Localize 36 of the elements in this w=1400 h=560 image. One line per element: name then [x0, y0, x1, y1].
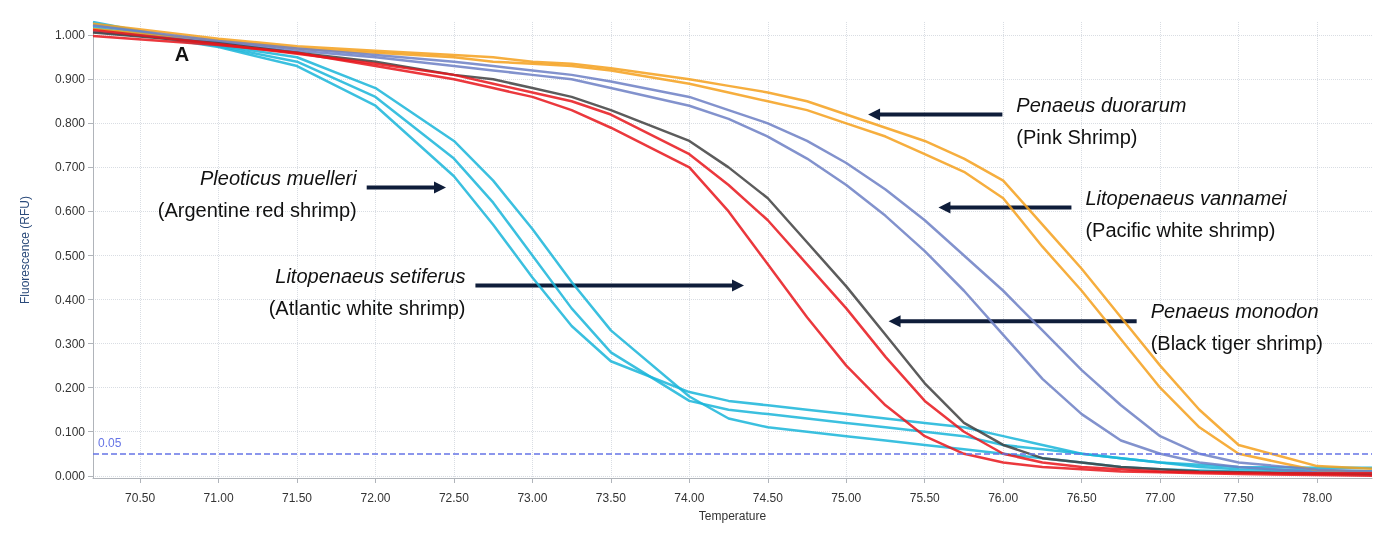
annotation: Litopenaeus setiferus (Atlantic white shrimp) — [268, 264, 466, 319]
x-tick-label: 75.50 — [909, 491, 941, 505]
annotation: Litopenaeus vannamei (Pacific white shrimp) — [1085, 186, 1288, 241]
x-tick-label: 76.00 — [988, 491, 1019, 505]
annotation: Penaeus monodon (Black tiger shrimp) — [1150, 300, 1323, 355]
y-axis-title: Fluorescence (RFU) — [18, 195, 32, 305]
y-tick-label: 0.800 — [54, 116, 86, 131]
x-tick-label: 74.00 — [674, 491, 705, 505]
y-tick-label: 0.700 — [54, 160, 86, 175]
ref-line-label: 0.05 — [98, 435, 122, 450]
y-tick-label: 1.000 — [54, 28, 86, 43]
y-tick-label: 0.500 — [54, 248, 86, 263]
annotation: Penaeus duorarum (Pink Shrimp) — [1016, 93, 1187, 148]
y-tick-label: 0.200 — [54, 380, 86, 395]
x-tick-label: 71.00 — [203, 491, 234, 505]
x-tick-label: 73.50 — [595, 491, 627, 505]
x-tick-label: 74.50 — [752, 491, 784, 505]
x-tick-label: 72.00 — [360, 491, 391, 505]
x-tick-label: 77.50 — [1223, 491, 1254, 505]
x-tick-label: 73.00 — [517, 491, 548, 505]
y-tick-label: 0.400 — [54, 292, 86, 307]
x-tick-label: 75.00 — [831, 491, 862, 505]
x-tick-label: 76.50 — [1066, 491, 1098, 505]
x-tick-label: 71.50 — [282, 491, 313, 505]
y-tick-label: 0.300 — [54, 336, 86, 351]
y-tick-label: 0.600 — [54, 204, 86, 219]
x-tick-label: 78.00 — [1302, 491, 1333, 505]
y-tick-label: 0.000 — [54, 468, 86, 483]
x-axis-title: Temperature — [698, 509, 767, 523]
y-tick-label: 0.900 — [54, 72, 86, 87]
annotation: A — [174, 42, 190, 65]
x-tick-label: 77.00 — [1145, 491, 1176, 505]
x-tick-label: 70.50 — [125, 491, 156, 505]
y-tick-label: 0.100 — [54, 424, 86, 439]
x-tick-label: 72.50 — [438, 491, 470, 505]
annotation: Pleoticus muelleri (Argentine red shrimp) — [157, 166, 358, 221]
